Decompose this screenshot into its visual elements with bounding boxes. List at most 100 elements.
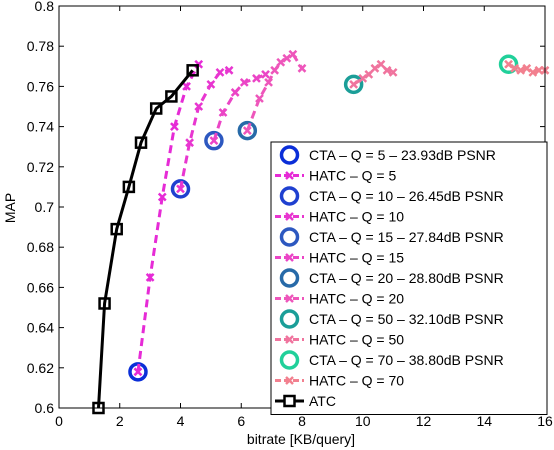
data-point bbox=[176, 184, 185, 194]
legend-label: HATC – Q = 15 bbox=[309, 250, 404, 266]
legend-swatch-marker bbox=[285, 253, 294, 262]
legend-swatch-marker bbox=[285, 171, 294, 180]
cross-stroke bbox=[276, 57, 286, 67]
series-5 bbox=[204, 130, 224, 151]
legend-swatch bbox=[279, 309, 300, 329]
legend-label: HATC – Q = 5 bbox=[309, 168, 396, 184]
data-point bbox=[134, 136, 148, 149]
y-tick-label: 0.76 bbox=[27, 78, 54, 94]
legend-swatch-marker bbox=[285, 212, 294, 221]
cross-stroke bbox=[145, 272, 155, 282]
data-point bbox=[522, 63, 532, 73]
data-point bbox=[110, 222, 123, 236]
y-tick-label: 0.66 bbox=[27, 279, 54, 295]
data-point bbox=[376, 59, 386, 69]
x-tick-label: 8 bbox=[298, 413, 306, 429]
cross-stroke bbox=[239, 77, 249, 87]
cross-stroke bbox=[285, 376, 294, 385]
cross-stroke bbox=[528, 67, 538, 77]
cross-stroke bbox=[157, 192, 167, 202]
x-tick-label: 12 bbox=[416, 413, 432, 429]
data-point bbox=[98, 297, 111, 310]
data-point bbox=[218, 108, 228, 117]
legend-item: HATC – Q = 10 bbox=[275, 209, 404, 225]
data-point bbox=[170, 179, 191, 199]
data-point bbox=[297, 63, 307, 73]
cross-stroke bbox=[288, 49, 298, 59]
cross-stroke bbox=[388, 67, 398, 77]
series-8 bbox=[242, 49, 307, 136]
y-tick-label: 0.7 bbox=[35, 199, 55, 215]
data-point bbox=[149, 102, 163, 115]
data-point bbox=[358, 73, 368, 83]
y-tick-label: 0.74 bbox=[27, 119, 54, 135]
legend-label: HATC – Q = 20 bbox=[309, 291, 404, 307]
cross-stroke bbox=[224, 65, 234, 75]
data-point bbox=[528, 67, 538, 77]
cross-stroke bbox=[255, 94, 264, 103]
legend-label: HATC – Q = 50 bbox=[309, 332, 404, 348]
cross-stroke bbox=[170, 122, 179, 131]
data-point bbox=[270, 65, 280, 75]
cross-stroke bbox=[285, 335, 294, 344]
data-point bbox=[145, 272, 155, 282]
legend-swatch-marker bbox=[283, 394, 296, 408]
cross-stroke bbox=[285, 212, 294, 221]
legend-item: CTA – Q = 5 – 23.93dB PSNR bbox=[279, 145, 496, 165]
legend-item: CTA – Q = 70 – 38.80dB PSNR bbox=[279, 350, 504, 370]
cross-stroke bbox=[364, 69, 374, 79]
series-line bbox=[96, 69, 194, 409]
legend: CTA – Q = 5 – 23.93dB PSNR HATC – Q = 5 CT… bbox=[270, 141, 548, 415]
y-axis-label: MAP bbox=[2, 193, 18, 223]
data-point bbox=[252, 73, 261, 83]
x-tick-label: 0 bbox=[55, 413, 63, 429]
series-6 bbox=[209, 69, 270, 146]
series-line bbox=[136, 63, 201, 373]
cross-stroke bbox=[510, 63, 520, 73]
data-point bbox=[349, 80, 359, 89]
cross-stroke bbox=[285, 253, 294, 262]
data-point bbox=[170, 122, 179, 131]
cross-stroke bbox=[282, 53, 292, 63]
cross-stroke bbox=[261, 69, 270, 79]
y-tick-label: 0.78 bbox=[27, 38, 54, 54]
data-point bbox=[264, 77, 273, 87]
x-tick-label: 10 bbox=[355, 413, 371, 429]
legend-swatch bbox=[279, 227, 300, 247]
legend-label: HATC – Q = 70 bbox=[309, 373, 404, 389]
data-point bbox=[157, 192, 167, 202]
y-tick-label: 0.72 bbox=[27, 159, 54, 175]
cross-stroke bbox=[230, 88, 240, 97]
cross-stroke bbox=[194, 102, 204, 111]
cross-stroke bbox=[370, 63, 380, 73]
cross-stroke bbox=[516, 65, 526, 75]
data-point bbox=[182, 82, 191, 91]
data-point bbox=[282, 53, 292, 63]
data-point bbox=[510, 63, 520, 73]
legend-item: HATC – Q = 5 bbox=[275, 168, 396, 184]
legend-swatch-marker bbox=[285, 294, 294, 303]
legend-label: CTA – Q = 15 – 27.84dB PSNR bbox=[309, 229, 504, 245]
x-tick-label: 2 bbox=[116, 413, 124, 429]
legend-item: CTA – Q = 15 – 27.84dB PSNR bbox=[279, 227, 504, 247]
data-point bbox=[204, 130, 224, 151]
cross-stroke bbox=[522, 63, 532, 73]
y-tick-label: 0.62 bbox=[27, 360, 54, 376]
data-point bbox=[237, 120, 258, 141]
series-7 bbox=[237, 120, 258, 141]
legend-item: CTA – Q = 50 – 32.10dB PSNR bbox=[279, 309, 504, 329]
legend-swatch bbox=[279, 268, 300, 288]
series-13 bbox=[92, 64, 199, 415]
data-point bbox=[382, 65, 392, 75]
data-point bbox=[239, 77, 249, 87]
legend-label: CTA – Q = 10 – 26.45dB PSNR bbox=[309, 188, 504, 204]
legend-swatch bbox=[279, 350, 300, 370]
cross-stroke bbox=[297, 63, 307, 73]
data-point bbox=[230, 88, 240, 97]
legend-item: HATC – Q = 70 bbox=[275, 373, 404, 389]
data-point bbox=[215, 67, 225, 77]
cross-stroke bbox=[285, 171, 294, 180]
data-point bbox=[242, 126, 252, 136]
legend-label: CTA – Q = 50 – 32.10dB PSNR bbox=[309, 311, 504, 327]
data-point bbox=[261, 69, 270, 79]
